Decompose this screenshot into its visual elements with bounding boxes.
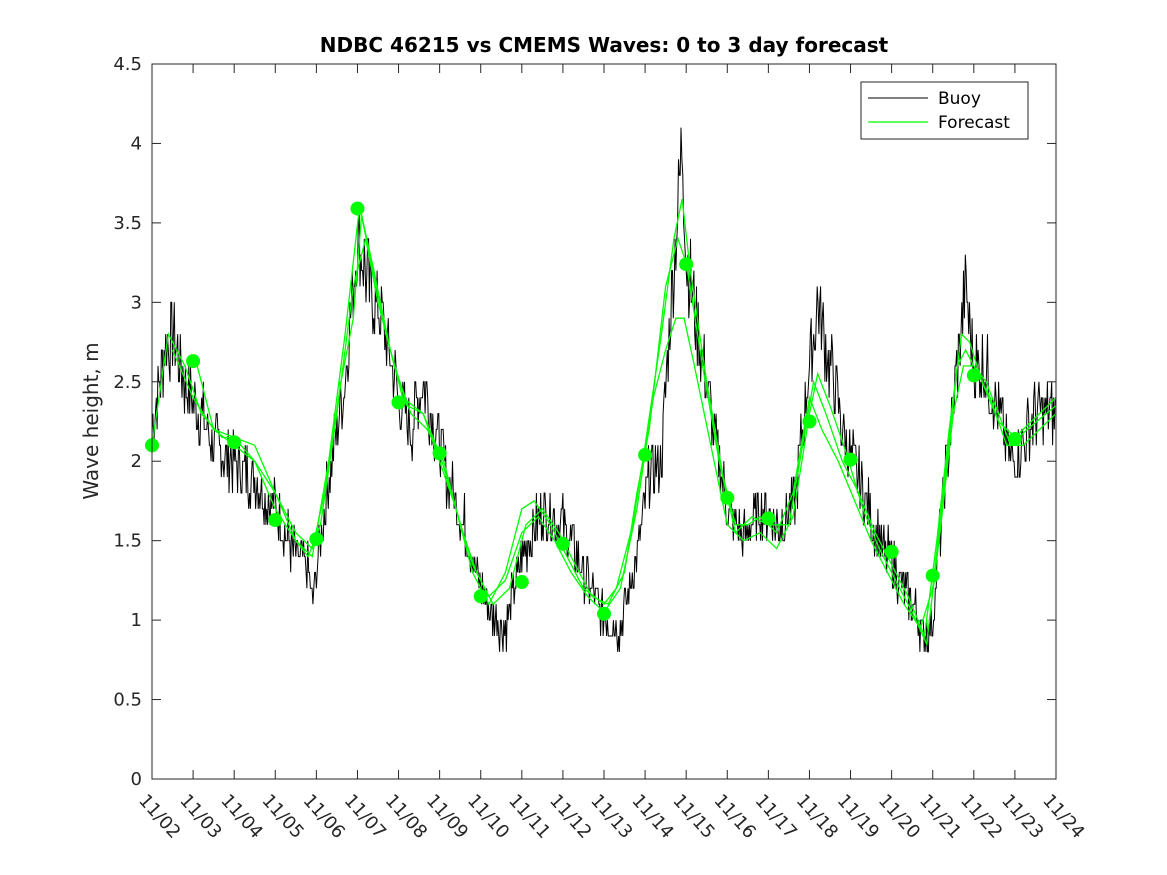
x-tick-label: 11/02 bbox=[134, 790, 184, 843]
x-tick-label: 11/10 bbox=[463, 790, 513, 843]
x-tick-label: 11/12 bbox=[545, 790, 595, 843]
forecast-marker bbox=[186, 354, 201, 369]
x-tick-label: 11/11 bbox=[504, 790, 554, 843]
buoy-series-line bbox=[152, 127, 1056, 653]
x-tick-label: 11/13 bbox=[586, 790, 636, 843]
forecast-marker bbox=[268, 513, 283, 527]
forecast-marker bbox=[884, 544, 899, 559]
x-tick-label: 11/07 bbox=[340, 790, 390, 843]
x-tick-label: 11/03 bbox=[175, 790, 225, 843]
forecast-marker bbox=[1007, 432, 1022, 446]
axes: 0 0.5 1 1.5 2 2.5 3 3.5 4 4.5 11/0211/0311/0411/05… bbox=[113, 54, 1088, 843]
forecast-marker bbox=[391, 395, 406, 410]
legend-box bbox=[860, 81, 1029, 140]
forecast-marker bbox=[966, 368, 981, 383]
forecast-series-line-2 bbox=[152, 236, 1056, 639]
y-tick-label: 4 bbox=[131, 133, 142, 154]
y-tick-label: 3 bbox=[131, 292, 142, 313]
forecast-marker bbox=[227, 435, 242, 450]
x-tick-label: 11/09 bbox=[422, 790, 472, 843]
forecast-series-line-3 bbox=[171, 214, 1056, 647]
forecast-marker bbox=[514, 575, 529, 589]
x-tick-label: 11/18 bbox=[792, 790, 842, 843]
forecast-marker bbox=[350, 201, 365, 216]
y-axis-label: Wave height, m bbox=[79, 342, 103, 499]
x-tick-label: 11/04 bbox=[216, 790, 266, 843]
forecast-marker bbox=[925, 568, 940, 583]
forecast-marker bbox=[761, 511, 776, 526]
y-tick-label: 0.5 bbox=[113, 690, 142, 711]
y-tick-label: 1 bbox=[131, 610, 142, 631]
y-tick-label: 2 bbox=[131, 451, 142, 472]
legend: Buoy Forecast bbox=[860, 81, 1029, 140]
forecast-marker bbox=[679, 257, 694, 272]
x-tick-label: 11/05 bbox=[258, 790, 308, 843]
forecast-marker bbox=[638, 447, 653, 462]
plot-area bbox=[145, 127, 1056, 653]
y-tick-label: 1.5 bbox=[113, 531, 142, 552]
y-tick-label: 2.5 bbox=[113, 372, 142, 393]
x-tick-label: 11/20 bbox=[874, 790, 924, 843]
legend-buoy-label: Buoy bbox=[938, 89, 981, 109]
y-tick-label: 4.5 bbox=[113, 54, 142, 75]
x-tick-label: 11/19 bbox=[833, 790, 883, 843]
x-tick-label: 11/14 bbox=[627, 790, 677, 843]
y-tick-label: 3.5 bbox=[113, 213, 142, 234]
x-tick-label: 11/16 bbox=[710, 790, 760, 843]
forecast-marker bbox=[432, 446, 447, 461]
axes-box bbox=[151, 63, 1057, 780]
x-tick-label: 11/17 bbox=[751, 790, 801, 843]
x-tick-label: 11/06 bbox=[299, 790, 349, 843]
x-tick-label: 11/22 bbox=[956, 790, 1006, 843]
forecast-marker bbox=[309, 532, 324, 547]
forecast-marker bbox=[720, 490, 735, 505]
forecast-series-line-1 bbox=[196, 198, 1056, 630]
legend-forecast-label: Forecast bbox=[938, 113, 1010, 133]
x-tick-label: 11/08 bbox=[381, 790, 431, 843]
chart-title: NDBC 46215 vs CMEMS Waves: 0 to 3 day fo… bbox=[320, 33, 889, 57]
forecast-marker bbox=[802, 414, 817, 429]
forecast-marker bbox=[597, 606, 611, 621]
forecast-marker bbox=[843, 452, 858, 467]
x-tick-label: 11/15 bbox=[668, 790, 718, 843]
x-tick-label: 11/24 bbox=[1038, 790, 1088, 843]
x-tick-label: 11/23 bbox=[997, 790, 1047, 843]
forecast-marker bbox=[473, 589, 488, 604]
y-tick-label: 0 bbox=[131, 769, 142, 790]
x-tick-label: 11/21 bbox=[915, 790, 965, 843]
forecast-marker bbox=[555, 536, 570, 551]
